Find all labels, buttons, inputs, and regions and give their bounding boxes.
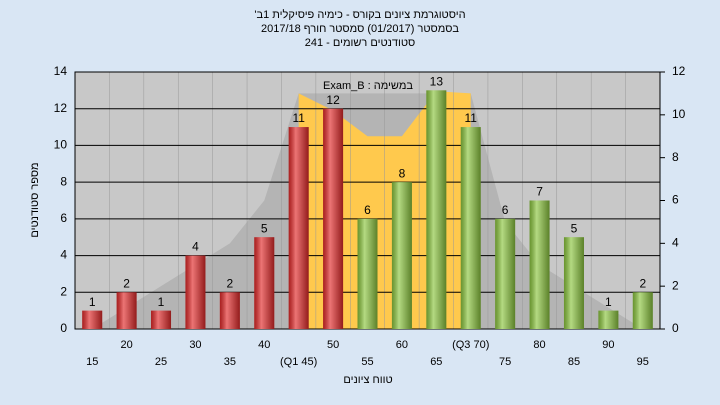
bar-shade <box>288 127 309 329</box>
data-label: 6 <box>502 203 509 217</box>
y-tick-label: 12 <box>54 101 68 115</box>
data-label: 2 <box>639 276 646 290</box>
y2-tick-label: 10 <box>672 107 686 121</box>
bar-shade <box>632 292 653 329</box>
x-tick-label: (Q1 45) <box>280 356 317 368</box>
data-label: 8 <box>399 166 406 180</box>
y-tick-label: 2 <box>60 284 67 298</box>
bar-shade <box>391 182 412 329</box>
data-label: 11 <box>465 111 478 125</box>
bar-shade <box>495 218 516 329</box>
x-tick-label: 75 <box>499 356 511 368</box>
bar-shade <box>254 237 275 329</box>
x-tick-label: 30 <box>189 339 201 351</box>
y2-tick-label: 6 <box>672 193 679 207</box>
y2-tick-label: 4 <box>672 236 679 250</box>
x-tick-label: 40 <box>258 339 270 351</box>
x-tick-label: 85 <box>568 356 580 368</box>
y2-tick-label: 12 <box>672 64 686 78</box>
y2-tick-label: 8 <box>672 150 679 164</box>
bar-shade <box>598 310 619 329</box>
data-label: 4 <box>192 240 199 254</box>
annotation: במשימה : Exam_B <box>323 80 413 92</box>
bar-shade <box>185 255 206 329</box>
y-tick-label: 10 <box>54 138 68 152</box>
y-tick-label: 8 <box>60 174 67 188</box>
bar-shade <box>219 292 240 329</box>
data-label: 7 <box>536 185 543 199</box>
data-label: 1 <box>89 295 96 309</box>
data-label: 2 <box>123 276 130 290</box>
x-tick-label: 95 <box>637 356 649 368</box>
bar-shade <box>460 127 481 329</box>
data-label: 11 <box>292 111 305 125</box>
chart-subtitle: סטודנטים רשומים - 241 <box>305 37 416 49</box>
data-label: 1 <box>158 295 165 309</box>
x-axis-label: טווח ציונים <box>343 374 392 386</box>
x-tick-label: (Q3 70) <box>452 339 489 351</box>
data-label: 6 <box>364 203 371 217</box>
x-tick-label: 25 <box>155 356 167 368</box>
data-label: 1 <box>605 295 612 309</box>
x-tick-label: 65 <box>430 356 442 368</box>
y-tick-label: 0 <box>60 321 67 335</box>
x-tick-label: 15 <box>86 356 98 368</box>
y-tick-label: 14 <box>54 64 68 78</box>
x-tick-label: 50 <box>327 339 339 351</box>
y2-tick-label: 2 <box>672 278 679 292</box>
y-tick-label: 6 <box>60 211 67 225</box>
y-axis-label: מספר סטודנטים <box>29 162 41 237</box>
y2-tick-label: 0 <box>672 321 679 335</box>
x-tick-label: 80 <box>533 339 545 351</box>
chart-title: היסטוגרמת ציונים בקורס - כימיה פיסיקלית … <box>254 8 465 21</box>
x-tick-label: 20 <box>120 339 132 351</box>
bar-shade <box>357 218 378 329</box>
data-label: 5 <box>571 221 578 235</box>
bar-shade <box>323 108 344 329</box>
x-tick-label: 90 <box>602 339 614 351</box>
chart-subtitle: בסמסטר (01/2017) סמסטר חורף 2017/18 <box>261 23 459 35</box>
bar-shade <box>82 310 103 329</box>
data-label: 13 <box>430 75 444 89</box>
bar-shade <box>529 200 550 329</box>
y-tick-label: 4 <box>60 248 67 262</box>
bar-shade <box>116 292 137 329</box>
data-label: 2 <box>227 276 234 290</box>
data-label: 5 <box>261 221 268 235</box>
x-tick-label: 35 <box>224 356 236 368</box>
x-tick-label: 55 <box>361 356 373 368</box>
bar-shade <box>151 310 172 329</box>
bar-shade <box>563 237 584 329</box>
bar-shade <box>426 90 447 329</box>
x-tick-label: 60 <box>396 339 408 351</box>
data-label: 12 <box>326 93 340 107</box>
